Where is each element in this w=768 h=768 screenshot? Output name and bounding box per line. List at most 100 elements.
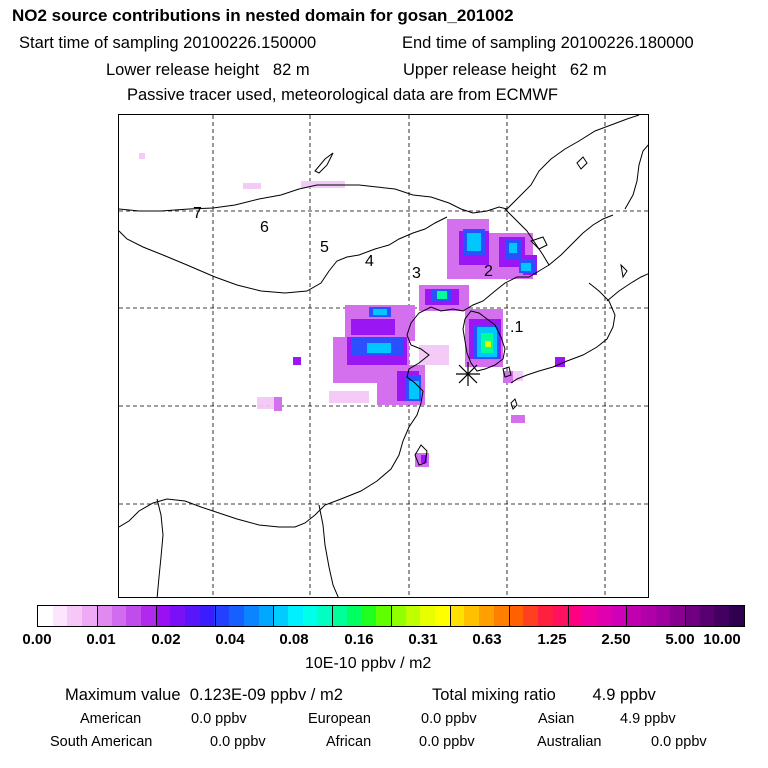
end-time-label: End time of sampling 20100226.180000 xyxy=(402,34,694,52)
color-scale-cell xyxy=(714,606,730,626)
coastline xyxy=(510,398,518,410)
coastline xyxy=(119,216,448,294)
plume-cell xyxy=(257,397,275,409)
color-scale-cell xyxy=(376,606,391,626)
african-label: African xyxy=(326,734,372,750)
color-scale-cell xyxy=(273,606,288,626)
color-scale-cell xyxy=(126,606,141,626)
color-scale-cell xyxy=(523,606,538,626)
european-value: 0.0 ppbv xyxy=(421,711,477,727)
color-scale-cell xyxy=(611,606,627,626)
trajectory-labels: .1 2 3 4 5 6 7 xyxy=(193,205,523,336)
color-scale-cell xyxy=(405,606,421,626)
color-scale-cell xyxy=(684,606,700,626)
plume-cell xyxy=(329,391,369,403)
color-scale-cell xyxy=(96,606,112,626)
coastline xyxy=(624,144,648,210)
color-scale-tick: 1.25 xyxy=(537,631,567,648)
coastline xyxy=(548,214,614,266)
color-scale-bar xyxy=(37,605,745,627)
color-scale-cell xyxy=(258,606,274,626)
map-svg: .1 2 3 4 5 6 7 xyxy=(119,115,648,597)
color-scale-separator xyxy=(332,606,334,626)
color-scale-tick: 0.04 xyxy=(215,631,245,648)
color-scale-cell xyxy=(552,606,568,626)
color-scale-cell xyxy=(655,606,671,626)
plume-cell xyxy=(351,319,395,335)
color-scale-unit: 10E-10 ppbv / m2 xyxy=(305,655,432,672)
color-scale-separator xyxy=(391,606,392,626)
color-scale-tick: 0.16 xyxy=(344,631,374,648)
coastlines xyxy=(119,115,648,597)
color-scale-tick: 0.31 xyxy=(408,631,438,648)
coastline xyxy=(620,263,628,279)
color-scale-cell xyxy=(361,606,377,626)
south-american-value: 0.0 ppbv xyxy=(210,734,266,750)
color-scale-tick: 0.63 xyxy=(472,631,502,648)
trajectory-label-5: 5 xyxy=(320,239,329,256)
plume-cell xyxy=(274,397,282,411)
plume-cell xyxy=(521,263,531,271)
color-scale-cell xyxy=(332,606,347,626)
page-title: NO2 source contributions in nested domai… xyxy=(12,6,514,25)
color-scale-cell xyxy=(464,606,480,626)
color-scale-tick: 2.50 xyxy=(601,631,631,648)
plume-cell xyxy=(503,371,513,383)
color-scale-cell xyxy=(243,606,259,626)
color-scale-cell xyxy=(52,606,68,626)
trajectory-label-1: .1 xyxy=(510,319,523,336)
color-scale-cell xyxy=(537,606,553,626)
upper-release-label: Upper release height 62 m xyxy=(403,61,607,79)
start-time-label: Start time of sampling 20100226.150000 xyxy=(19,34,317,52)
color-scale-cell xyxy=(170,606,186,626)
model-note: Passive tracer used, meteorological data… xyxy=(127,86,558,104)
color-scale-cell xyxy=(434,606,450,626)
coastline xyxy=(510,282,616,384)
grid-lines xyxy=(119,115,648,597)
coastline xyxy=(502,366,512,378)
color-scale-cell xyxy=(699,606,715,626)
coastline xyxy=(414,444,428,466)
color-scale-cell xyxy=(640,606,656,626)
color-scale-cell xyxy=(199,606,215,626)
australian-label: Australian xyxy=(537,734,602,750)
plume-cell xyxy=(367,343,391,353)
coastline xyxy=(318,504,339,597)
color-scale-cell xyxy=(67,606,83,626)
color-scale-tick: 0.00 xyxy=(22,631,52,648)
coastline xyxy=(119,184,508,214)
lower-release-label: Lower release height 82 m xyxy=(106,61,310,79)
trajectory-label-3: 3 xyxy=(412,265,421,282)
color-scale-cell xyxy=(479,606,494,626)
color-scale-cell xyxy=(155,606,171,626)
american-value: 0.0 ppbv xyxy=(191,711,247,727)
color-scale-cell xyxy=(567,606,583,626)
plume-cell xyxy=(419,345,449,365)
color-scale-cell xyxy=(493,606,509,626)
plume-cell xyxy=(485,341,491,347)
color-scale-separator xyxy=(155,606,157,626)
color-scale-cell xyxy=(229,606,244,626)
coastline xyxy=(606,273,648,302)
maximum-value: Maximum value 0.123E-09 ppbv / m2 xyxy=(65,686,343,704)
coastline xyxy=(119,208,550,528)
release-site-asterisk xyxy=(456,362,480,386)
coastline xyxy=(576,156,588,170)
color-scale-cell xyxy=(346,606,362,626)
trajectory-label-4: 4 xyxy=(365,253,374,270)
plume-cell xyxy=(509,243,517,253)
african-value: 0.0 ppbv xyxy=(419,734,475,750)
color-scale-cell xyxy=(390,606,406,626)
color-scale-tick: 10.00 xyxy=(703,631,741,648)
color-scale-separator xyxy=(685,606,687,626)
trajectory-label-6: 6 xyxy=(260,219,269,236)
color-scale-separator xyxy=(449,606,451,626)
color-scale-separator xyxy=(96,606,98,626)
color-scale-separator xyxy=(567,606,569,626)
color-scale-cell xyxy=(111,606,127,626)
australian-value: 0.0 ppbv xyxy=(651,734,707,750)
european-label: European xyxy=(308,711,371,727)
coastline xyxy=(506,115,640,210)
map-panel: .1 2 3 4 5 6 7 xyxy=(118,114,649,598)
plume-cell xyxy=(409,381,419,399)
